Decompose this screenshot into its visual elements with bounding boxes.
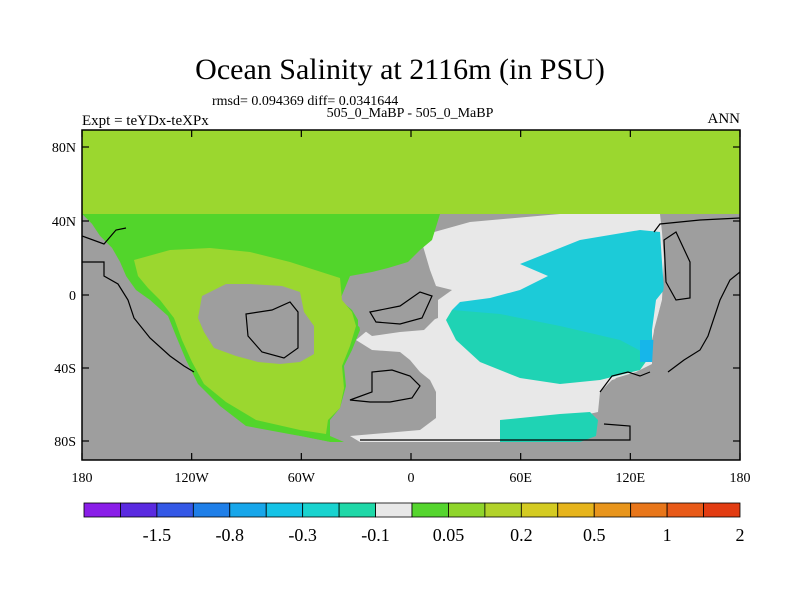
colorbar-swatch [338, 502, 376, 518]
coast-north [82, 217, 740, 245]
map-field [82, 130, 740, 460]
colorbar-swatch [557, 502, 595, 518]
arctic-band [82, 130, 740, 214]
coastlines [82, 217, 740, 441]
coast-south [360, 423, 631, 441]
y-tick-label: 40S [54, 362, 76, 377]
y-tick-label: 80N [52, 141, 76, 156]
colorbar-swatch [265, 502, 304, 518]
coast-africa [369, 291, 433, 325]
colorbar-label: -0.3 [288, 525, 317, 545]
season-label: ANN [707, 111, 741, 127]
africa-land [358, 290, 438, 336]
stats-line: rmsd= 0.094369 diff= 0.0341644 [212, 94, 399, 109]
colorbar-swatch [484, 502, 522, 518]
map-title: Ocean Salinity at 2116m (in PSU) [195, 53, 605, 86]
x-tick-label: 60E [509, 471, 532, 486]
colorbar-label: -0.8 [216, 525, 245, 545]
x-tick-label: 180 [72, 471, 93, 486]
colorbar-swatch [630, 502, 668, 518]
x-tick-label: 180 [730, 471, 751, 486]
colorbar-swatch [520, 502, 559, 518]
y-tick-label: 40N [52, 215, 76, 230]
colorbar-swatch [120, 502, 158, 518]
colorbar-label: 1 [663, 525, 672, 545]
colorbar-label: -0.1 [361, 525, 390, 545]
colorbar-swatch [83, 502, 121, 518]
x-tick-label: 60W [288, 471, 316, 486]
colorbar-swatch [448, 502, 486, 518]
west-land [82, 214, 600, 460]
coast-antarctic [349, 369, 421, 403]
colorbar-label: 0.5 [583, 525, 606, 545]
x-axis: 180 120W 60W 0 60E 120E 180 [72, 130, 751, 486]
indian-teal [446, 310, 650, 384]
experiment-label: Expt = teYDx-teXPx [82, 113, 209, 129]
blue-spot [640, 340, 654, 362]
y-tick-label: 0 [69, 289, 76, 304]
colorbar-swatch [229, 502, 267, 518]
y-tick-label: 80S [54, 435, 76, 450]
x-tick-label: 0 [408, 471, 415, 486]
coast-south-america [245, 301, 299, 359]
asia-land [598, 214, 740, 460]
colorbar-swatch [192, 502, 231, 518]
coast-west [82, 261, 195, 373]
colorbar-swatch [375, 502, 413, 518]
colorbar-swatch [302, 502, 340, 518]
southern-teal [500, 412, 598, 442]
colorbar: -1.5 -0.8 -0.3 -0.1 0.05 0.2 0.5 1 2 [83, 502, 745, 545]
colorbar-swatch [593, 502, 632, 518]
colorbar-label: 0.2 [510, 525, 533, 545]
colorbar-label: -1.5 [143, 525, 172, 545]
y-axis: 80N 40N 0 40S 80S [52, 141, 740, 450]
colorbar-swatch [703, 502, 741, 518]
colorbar-swatch [666, 502, 704, 518]
colorbar-label: 0.05 [433, 525, 465, 545]
colorbar-label: 2 [736, 525, 745, 545]
colorbar-swatch [156, 502, 194, 518]
colorbar-swatch [411, 502, 449, 518]
coast-asia [599, 231, 740, 393]
case-label: 505_0_MaBP - 505_0_MaBP [326, 106, 494, 121]
x-tick-label: 120E [616, 471, 646, 486]
x-tick-label: 120W [175, 471, 210, 486]
